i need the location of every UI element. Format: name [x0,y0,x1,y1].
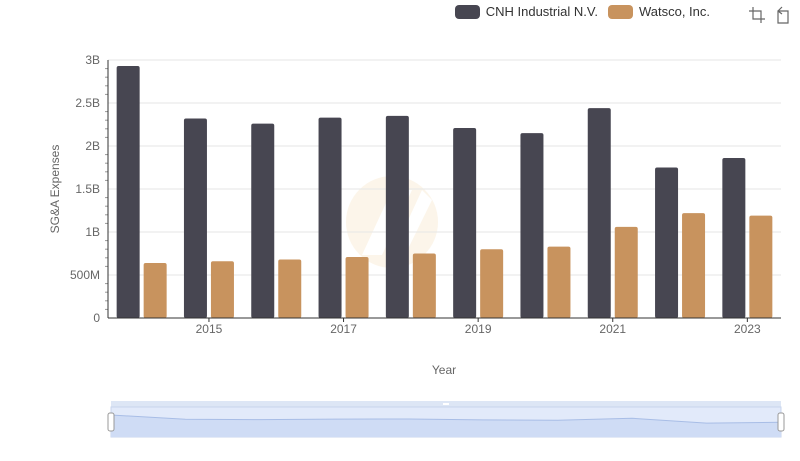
bar-watsco-2017[interactable] [345,256,369,318]
bar-cnh-2018[interactable] [385,115,409,319]
y-tick-label: 1.5B [75,182,100,196]
y-axis-title: SG&A Expenses [48,145,62,234]
restore-icon[interactable] [774,6,792,24]
bar-cnh-2023[interactable] [722,158,746,318]
legend-swatch-watsco [607,4,633,19]
bar-cnh-2019[interactable] [453,127,477,318]
y-tick-label: 1B [85,225,100,239]
x-tick-label: 2017 [330,322,357,336]
y-tick-label: 0 [93,311,100,325]
chart-legend: CNH Industrial N.V. Watsco, Inc. [454,4,710,19]
bar-cnh-2015[interactable] [183,118,207,318]
x-tick-label: 2021 [599,322,626,336]
datazoom-grip-icon [443,403,449,405]
bar-cnh-2022[interactable] [655,167,679,319]
bar-watsco-2016[interactable] [278,259,302,318]
legend-item-watsco[interactable]: Watsco, Inc. [607,4,710,19]
legend-label-watsco: Watsco, Inc. [638,4,710,19]
bar-cnh-2016[interactable] [251,123,275,318]
x-axis-title: Year [432,363,456,377]
zoom-icon[interactable] [748,6,766,24]
bar-watsco-2020[interactable] [547,246,571,318]
bar-cnh-2017[interactable] [318,117,342,319]
legend-swatch-cnh [454,4,480,19]
datazoom-left-handle[interactable] [107,412,115,432]
y-tick-label: 2B [85,139,100,153]
bar-watsco-2022[interactable] [682,213,706,318]
legend-item-cnh[interactable]: CNH Industrial N.V. [454,4,598,19]
bar-watsco-2021[interactable] [614,226,638,318]
x-tick-label: 2015 [196,322,223,336]
x-tick-label: 2023 [734,322,761,336]
legend-label-cnh: CNH Industrial N.V. [485,4,598,19]
datazoom-area [111,415,781,437]
datazoom-slider[interactable] [107,401,785,438]
datazoom-line [110,414,782,424]
bar-cnh-2021[interactable] [587,108,611,318]
bar-watsco-2023[interactable] [749,215,773,318]
bar-watsco-2015[interactable] [210,261,234,318]
y-tick-label: 3B [85,53,100,67]
x-tick-label: 2019 [465,322,492,336]
bar-cnh-2020[interactable] [520,133,544,318]
chart-toolbox [748,6,792,24]
bar-watsco-2018[interactable] [412,253,436,319]
y-tick-label: 500M [70,268,100,282]
datazoom-right-handle[interactable] [777,412,785,432]
bar-watsco-2014[interactable] [143,262,167,318]
bar-cnh-2014[interactable] [116,66,140,319]
bar-watsco-2019[interactable] [480,249,504,318]
y-tick-label: 2.5B [75,96,100,110]
